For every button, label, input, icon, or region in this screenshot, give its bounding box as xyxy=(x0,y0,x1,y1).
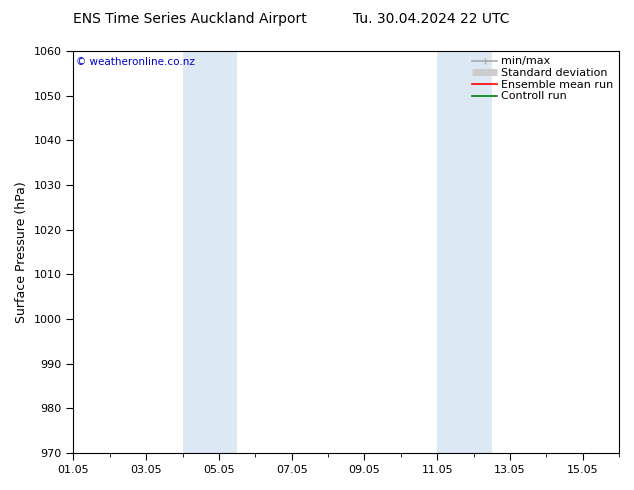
Bar xyxy=(437,51,492,453)
Legend: min/max, Standard deviation, Ensemble mean run, Controll run: min/max, Standard deviation, Ensemble me… xyxy=(470,54,616,103)
Bar xyxy=(183,51,237,453)
Y-axis label: Surface Pressure (hPa): Surface Pressure (hPa) xyxy=(15,181,28,323)
Text: ENS Time Series Auckland Airport: ENS Time Series Auckland Airport xyxy=(74,12,307,26)
Text: © weatheronline.co.nz: © weatheronline.co.nz xyxy=(76,57,195,67)
Text: Tu. 30.04.2024 22 UTC: Tu. 30.04.2024 22 UTC xyxy=(353,12,509,26)
